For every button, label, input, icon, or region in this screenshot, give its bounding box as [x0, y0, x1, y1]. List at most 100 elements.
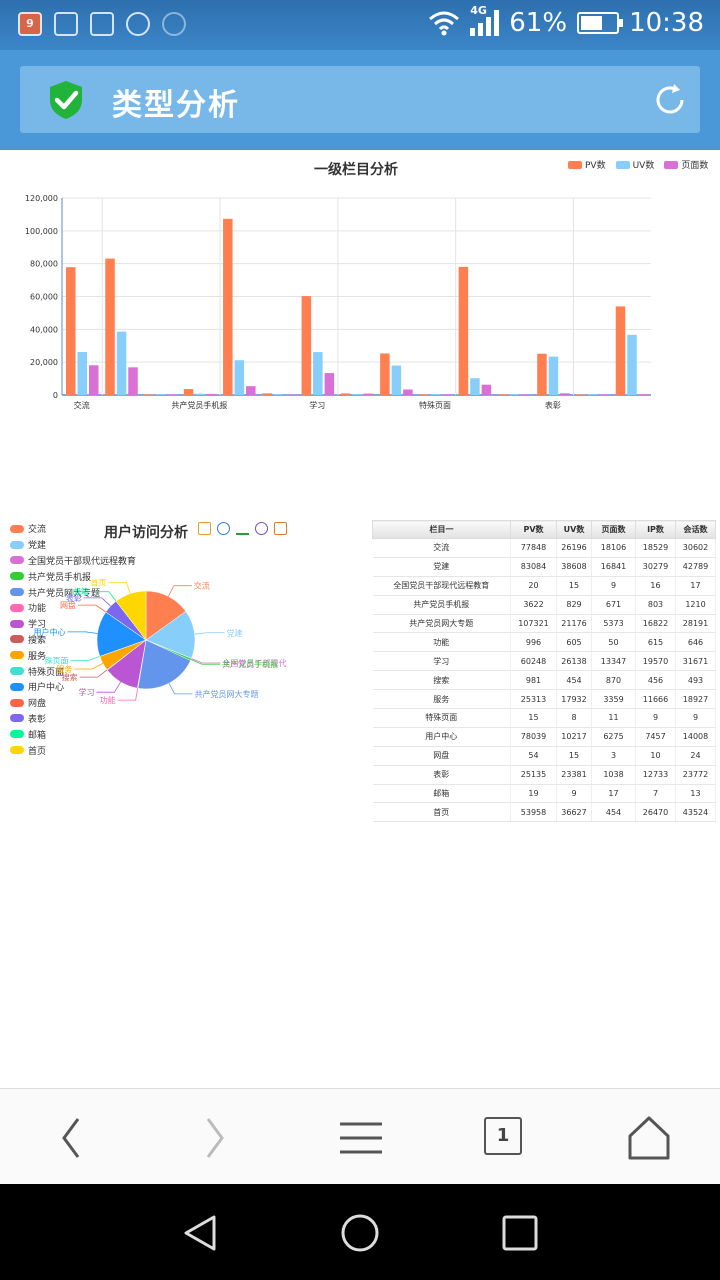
calendar-day: 9	[26, 17, 34, 30]
legend-swatch	[10, 556, 24, 565]
pie-legend-item[interactable]: 网盘	[10, 695, 136, 711]
pie-legend-item[interactable]: 交流	[10, 521, 136, 537]
table-cell: 16	[635, 576, 676, 596]
pie-label-line	[90, 591, 117, 602]
bar-页面数-共产党员手机报[interactable]	[206, 393, 217, 395]
table-cell: 26196	[556, 538, 592, 558]
bar-UV数-共产党员网大专题[interactable]	[234, 360, 245, 395]
pie-legend-item[interactable]: 搜索	[10, 632, 136, 648]
bar-PV数-交流[interactable]	[66, 267, 76, 395]
bar-UV数-功能[interactable]	[273, 394, 284, 395]
bar-UV数-全国党员干部现代远程教育[interactable]	[156, 394, 166, 395]
bar-UV数-用户中心[interactable]	[470, 378, 480, 395]
bar-UV数-特殊页面[interactable]	[430, 394, 441, 395]
pie-slice-首页[interactable]	[115, 590, 147, 641]
bar-页面数-搜索[interactable]	[363, 393, 374, 395]
bar-UV数-首页[interactable]	[627, 334, 637, 395]
funnel-icon[interactable]	[236, 522, 249, 535]
bar-PV数-首页[interactable]	[615, 306, 626, 395]
table-cell: 10	[635, 746, 676, 766]
bar-UV数-服务[interactable]	[391, 365, 402, 395]
pie-legend-item[interactable]: 共产党员手机报	[10, 568, 136, 584]
table-header-cell[interactable]: 页面数	[591, 520, 636, 539]
bar-UV数-党建[interactable]	[116, 331, 127, 395]
bar-PV数-学习[interactable]	[301, 296, 312, 395]
table-header-cell[interactable]: 栏目一	[372, 520, 511, 539]
bar-PV数-服务[interactable]	[380, 353, 390, 395]
legend-item-pv[interactable]: PV数	[568, 158, 606, 171]
bar-PV数-搜索[interactable]	[340, 393, 351, 395]
bar-PV数-网盘[interactable]	[497, 394, 508, 395]
pie-label-line	[117, 688, 139, 701]
pie-legend-item[interactable]: 首页	[10, 742, 136, 758]
pie-legend-item[interactable]: 邮箱	[10, 726, 136, 742]
back-icon[interactable]	[46, 1113, 96, 1163]
tabs-icon[interactable]: 1	[484, 1117, 522, 1155]
bar-UV数-学习[interactable]	[313, 352, 323, 395]
bar-PV数-共产党员网大专题[interactable]	[223, 218, 233, 395]
bar-PV数-全国党员干部现代远程教育[interactable]	[144, 394, 155, 395]
table-header-cell[interactable]: IP数	[635, 520, 676, 539]
bar-页面数-表彰[interactable]	[560, 393, 570, 395]
menu-icon[interactable]	[336, 1113, 386, 1163]
pie-switch-icon[interactable]	[217, 522, 230, 535]
x-tick-label: 交流	[74, 400, 90, 410]
bar-页面数-全国党员干部现代远程教育[interactable]	[167, 394, 178, 395]
bar-页面数-邮箱[interactable]	[599, 394, 609, 395]
bar-页面数-交流[interactable]	[89, 365, 99, 395]
pie-legend-item[interactable]: 党建	[10, 537, 136, 553]
browser-toolbar: 1	[0, 1088, 720, 1184]
bar-UV数-邮箱[interactable]	[587, 394, 598, 395]
nav-recent-icon[interactable]	[502, 1215, 538, 1251]
bar-UV数-交流[interactable]	[77, 351, 88, 395]
forward-icon[interactable]	[190, 1113, 240, 1163]
bar-PV数-邮箱[interactable]	[576, 394, 586, 395]
restore-icon[interactable]	[255, 522, 268, 535]
nav-back-icon[interactable]	[182, 1214, 218, 1252]
save-image-icon[interactable]	[274, 522, 287, 535]
home-icon[interactable]	[624, 1113, 674, 1163]
pie-legend-item[interactable]: 用户中心	[10, 679, 136, 695]
bar-页面数-特殊页面[interactable]	[442, 394, 452, 395]
bar-页面数-共产党员网大专题[interactable]	[246, 386, 256, 395]
bar-UV数-网盘[interactable]	[509, 394, 519, 395]
bar-页面数-学习[interactable]	[324, 373, 335, 395]
pie-legend-item[interactable]: 学习	[10, 616, 136, 632]
bar-UV数-共产党员手机报[interactable]	[195, 393, 205, 395]
table-header-cell[interactable]: PV数	[510, 520, 557, 539]
table-cell: 60248	[510, 651, 557, 672]
bar-页面数-功能[interactable]	[285, 394, 295, 395]
bar-页面数-网盘[interactable]	[520, 394, 531, 395]
legend-item-uv[interactable]: UV数	[615, 158, 654, 171]
pie-slice-共产党员网大专题[interactable]	[137, 639, 191, 690]
bar-PV数-党建[interactable]	[105, 258, 115, 395]
bar-页面数-服务[interactable]	[403, 389, 413, 395]
legend-item-pages[interactable]: 页面数	[664, 158, 708, 171]
data-view-icon[interactable]	[198, 522, 211, 535]
bar-PV数-用户中心[interactable]	[458, 266, 469, 395]
pie-legend-item[interactable]: 服务	[10, 647, 136, 663]
header-card: 类型分析	[20, 66, 700, 133]
table-header-cell[interactable]: 会话数	[675, 520, 716, 539]
network-type: 4G	[470, 4, 487, 17]
pie-legend-item[interactable]: 表彰	[10, 711, 136, 727]
pie-legend-item[interactable]: 功能	[10, 600, 136, 616]
bar-PV数-功能[interactable]	[262, 393, 272, 395]
bar-页面数-首页[interactable]	[638, 394, 649, 395]
pie-legend-item[interactable]: 特殊页面	[10, 663, 136, 679]
bar-页面数-党建[interactable]	[128, 367, 138, 395]
table-header-cell[interactable]: UV数	[556, 520, 592, 539]
bar-PV数-共产党员手机报[interactable]	[183, 389, 194, 395]
bar-UV数-搜索[interactable]	[352, 394, 362, 395]
table-row: 功能 996 605 50 615 646	[372, 632, 716, 653]
bar-PV数-表彰[interactable]	[537, 353, 547, 395]
pie-legend-item[interactable]: 共产党员网大专题	[10, 584, 136, 600]
refresh-icon[interactable]	[652, 82, 688, 118]
bar-UV数-表彰[interactable]	[548, 356, 559, 395]
pie-legend-item[interactable]: 全国党员干部现代远程教育	[10, 553, 136, 569]
bar-页面数-用户中心[interactable]	[481, 384, 492, 395]
bar-PV数-特殊页面[interactable]	[419, 394, 429, 395]
legend-label: 交流	[28, 525, 47, 536]
pie-slice-党建[interactable]	[145, 611, 196, 659]
nav-home-icon[interactable]	[340, 1213, 380, 1253]
